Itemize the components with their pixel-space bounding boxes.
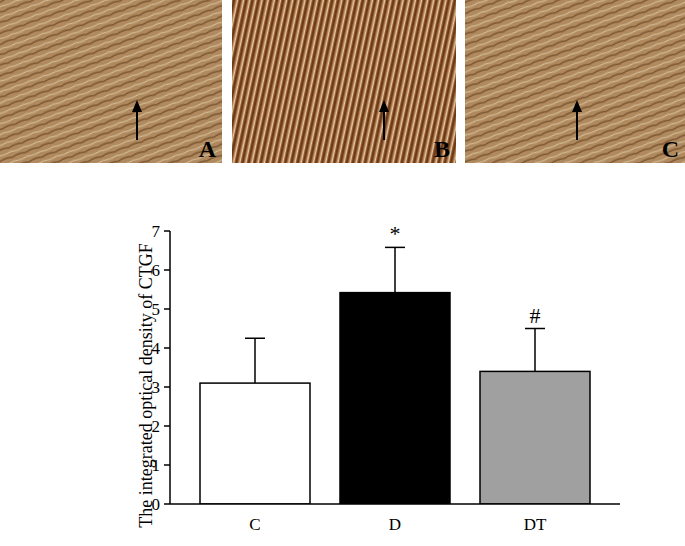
- root: ABCC*D#DT01234567The integrated optical …: [0, 0, 685, 546]
- y-tick: [164, 425, 170, 427]
- error-bar: [385, 247, 405, 292]
- y-axis-label: The integrated optical density of CTGF: [136, 243, 156, 527]
- micrograph-image: [0, 0, 222, 163]
- error-bar: [245, 338, 265, 383]
- y-tick: [164, 269, 170, 271]
- y-axis: [169, 231, 171, 504]
- y-tick-label: 7: [152, 222, 161, 241]
- y-tick: [164, 503, 170, 505]
- y-tick: [164, 308, 170, 310]
- arrow: [576, 108, 578, 140]
- y-tick: [164, 464, 170, 466]
- bars: [200, 293, 590, 504]
- error-bars: [245, 247, 545, 383]
- figure: ABCC*D#DT01234567The integrated optical …: [0, 0, 685, 546]
- significance-mark: #: [530, 303, 541, 328]
- arrow-head: [132, 100, 142, 112]
- bar: [480, 371, 590, 504]
- arrow-head: [572, 100, 582, 112]
- micrograph-image: [465, 0, 685, 163]
- y-tick: [164, 230, 170, 232]
- y-tick: [164, 347, 170, 349]
- y-tick: [164, 386, 170, 388]
- panel-label: C: [662, 136, 679, 162]
- bar: [340, 293, 450, 504]
- panel-label: A: [199, 136, 217, 162]
- x-tick-label: DT: [524, 515, 547, 534]
- micrograph: A: [0, 0, 222, 163]
- micrograph: C: [465, 0, 685, 163]
- x-tick-label: D: [389, 515, 401, 534]
- significance-mark: *: [390, 221, 401, 246]
- micrograph-image: [232, 0, 456, 163]
- arrow: [383, 108, 385, 140]
- x-tick-label: C: [249, 515, 260, 534]
- bar: [200, 383, 310, 504]
- x-axis: [170, 503, 620, 505]
- micrograph: B: [232, 0, 456, 163]
- error-bar: [525, 329, 545, 372]
- arrow-head: [379, 100, 389, 112]
- arrow: [136, 108, 138, 140]
- panel-label: B: [434, 136, 450, 162]
